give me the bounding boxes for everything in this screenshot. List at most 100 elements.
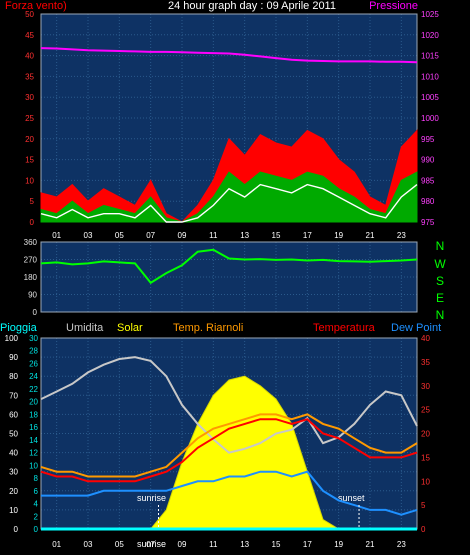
ytick-pressure: 1020	[421, 31, 439, 40]
ytick-percent: 30	[9, 468, 18, 477]
ytick-pressure: 1005	[421, 93, 439, 102]
ytick-temperature: 25	[421, 406, 430, 415]
ytick-pressure: 1000	[421, 114, 439, 123]
xtick: 01	[52, 231, 61, 240]
compass-n-bottom: N	[436, 308, 445, 322]
ytick-pressure: 1025	[421, 10, 439, 19]
xtick: 07	[146, 540, 155, 549]
ytick-rain: 6	[34, 487, 39, 496]
ytick-percent: 80	[9, 372, 18, 381]
xtick: 21	[366, 231, 375, 240]
ytick-direction: 360	[24, 238, 38, 247]
ytick-pressure: 985	[421, 176, 435, 185]
ytick-rain: 2	[34, 512, 39, 521]
ytick-percent: 90	[9, 353, 18, 362]
direction-panel-grid	[40, 241, 418, 313]
ytick-percent: 60	[9, 410, 18, 419]
xtick: 07	[146, 231, 155, 240]
xtick: 03	[84, 540, 93, 549]
ytick-wind: 35	[25, 72, 34, 81]
panel-border	[40, 241, 418, 313]
ytick-wind: 50	[25, 10, 34, 19]
xtick: 03	[84, 231, 93, 240]
ytick-rain: 20	[29, 398, 38, 407]
xtick: 15	[272, 540, 281, 549]
series-dew-point	[41, 470, 418, 516]
ytick-pressure: 1015	[421, 52, 439, 61]
compass-e: E	[436, 291, 444, 305]
ytick-temperature: 10	[421, 477, 430, 486]
xtick: 21	[366, 540, 375, 549]
ytick-wind: 10	[25, 176, 34, 185]
ytick-wind: 30	[25, 93, 34, 102]
ytick-rain: 8	[34, 474, 39, 483]
xtick: 15	[272, 231, 281, 240]
ytick-wind: 20	[25, 135, 34, 144]
pressure-axis-label: Pressione	[369, 0, 418, 12]
ytick-wind: 40	[25, 52, 34, 61]
chart-marks	[40, 47, 418, 531]
ytick-rain: 26	[29, 359, 38, 368]
ytick-percent: 70	[9, 391, 18, 400]
ytick-temperature: 15	[421, 453, 430, 462]
ytick-rain: 0	[34, 525, 39, 534]
ytick-temperature: 5	[421, 501, 426, 510]
legend-pioggia: Pioggia	[0, 322, 38, 334]
ytick-temperature: 35	[421, 358, 430, 367]
xtick: 23	[397, 231, 406, 240]
ytick-pressure: 995	[421, 135, 435, 144]
xtick: 19	[334, 231, 343, 240]
series-pressione	[40, 47, 418, 64]
ytick-percent: 50	[9, 430, 18, 439]
ytick-direction: 90	[28, 291, 37, 300]
ytick-percent: 100	[5, 334, 19, 343]
xtick: 17	[303, 231, 312, 240]
ytick-pressure: 990	[421, 156, 435, 165]
ytick-percent: 0	[14, 525, 19, 534]
legend-temp-riarnoli: Temp. Riarnoli	[173, 322, 243, 334]
xtick: 01	[52, 540, 61, 549]
ytick-wind: 45	[25, 31, 34, 40]
ytick-wind: 0	[30, 218, 35, 227]
xtick: 09	[178, 540, 187, 549]
axis-ticks: 5045403530252015105010251020101510101005…	[5, 10, 440, 549]
ytick-wind: 15	[25, 156, 34, 165]
ytick-wind: 25	[25, 114, 34, 123]
ytick-direction: 270	[24, 256, 38, 265]
series-direzione	[40, 248, 418, 285]
chart-title: 24 hour graph day : 09 Aprile 2011	[168, 0, 336, 12]
xtick: 05	[115, 540, 124, 549]
ytick-temperature: 40	[421, 334, 430, 343]
ytick-rain: 10	[29, 461, 38, 470]
ytick-temperature: 20	[421, 430, 430, 439]
sunset-label: sunset	[338, 493, 365, 503]
xtick: 17	[303, 540, 312, 549]
ytick-direction: 0	[33, 308, 38, 317]
xtick: 11	[209, 540, 218, 549]
legend-temperatura: Temperatura	[313, 322, 376, 334]
ytick-pressure: 975	[421, 218, 435, 227]
legend-umidita: Umidita	[66, 322, 104, 334]
sunrise-label: sunrise	[137, 493, 166, 503]
ytick-rain: 16	[29, 423, 38, 432]
legend-solar: Solar	[117, 322, 143, 334]
compass-n-top: N	[436, 239, 445, 253]
legend-dew-point: Dew Point	[391, 322, 441, 334]
xtick: 05	[115, 231, 124, 240]
ytick-rain: 18	[29, 410, 38, 419]
sunrise-axis-label: sunrise	[137, 539, 166, 549]
ytick-percent: 40	[9, 449, 18, 458]
ytick-pressure: 980	[421, 197, 435, 206]
xtick: 23	[397, 540, 406, 549]
ytick-rain: 30	[29, 334, 38, 343]
series-vento	[40, 171, 418, 223]
ytick-percent: 10	[9, 506, 18, 515]
ytick-temperature: 30	[421, 382, 430, 391]
ytick-rain: 22	[29, 385, 38, 394]
xtick: 19	[334, 540, 343, 549]
ytick-direction: 180	[24, 273, 38, 282]
ytick-temperature: 0	[421, 525, 426, 534]
series-media	[40, 183, 418, 223]
xtick: 13	[240, 540, 249, 549]
